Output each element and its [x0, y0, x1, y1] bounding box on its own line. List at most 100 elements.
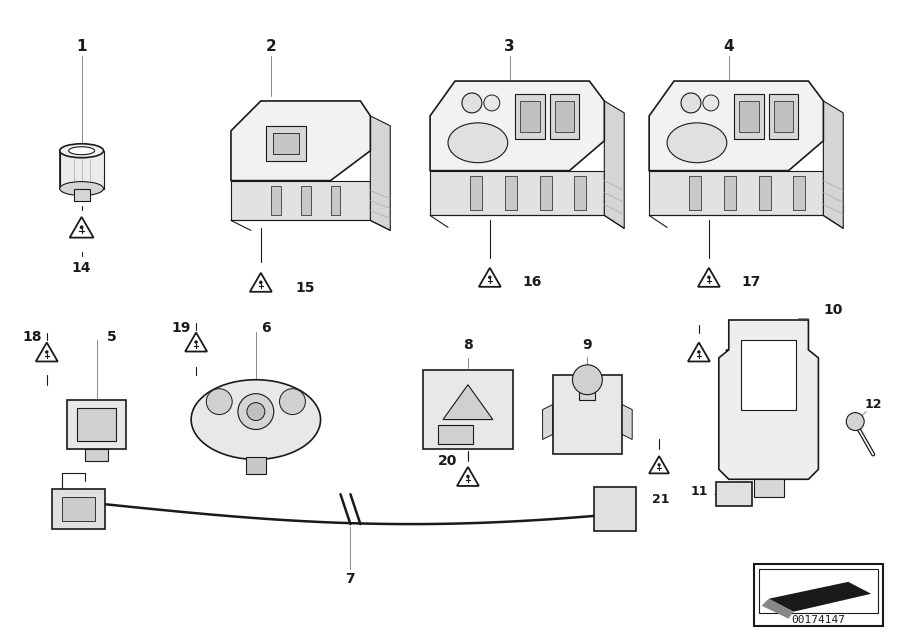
Polygon shape — [769, 94, 798, 139]
Polygon shape — [430, 170, 604, 216]
Polygon shape — [794, 176, 806, 211]
Polygon shape — [580, 380, 596, 399]
Text: 11: 11 — [690, 485, 707, 498]
Circle shape — [488, 275, 491, 279]
Ellipse shape — [448, 123, 508, 163]
Polygon shape — [59, 151, 64, 193]
Circle shape — [206, 389, 232, 415]
Polygon shape — [51, 489, 104, 529]
Polygon shape — [59, 151, 104, 188]
Polygon shape — [67, 399, 126, 450]
Text: 5: 5 — [106, 330, 116, 344]
Text: 1: 1 — [76, 39, 87, 53]
Polygon shape — [515, 94, 544, 139]
Ellipse shape — [68, 147, 94, 155]
Polygon shape — [250, 273, 272, 292]
Circle shape — [80, 225, 84, 229]
Polygon shape — [505, 176, 517, 211]
Polygon shape — [622, 404, 632, 439]
Polygon shape — [430, 81, 604, 170]
Text: 21: 21 — [652, 493, 670, 506]
Polygon shape — [470, 176, 482, 211]
Text: 12: 12 — [864, 398, 882, 411]
Text: 18: 18 — [22, 330, 41, 344]
Bar — [753, 564, 883, 626]
Polygon shape — [443, 385, 493, 420]
Polygon shape — [574, 176, 587, 211]
Text: 9: 9 — [582, 338, 592, 352]
Polygon shape — [36, 343, 58, 361]
Polygon shape — [759, 176, 770, 211]
Polygon shape — [741, 340, 796, 410]
Text: 19: 19 — [172, 321, 191, 335]
Text: 10: 10 — [824, 303, 843, 317]
Ellipse shape — [191, 380, 320, 459]
Polygon shape — [76, 408, 116, 441]
Polygon shape — [649, 81, 824, 170]
Polygon shape — [457, 467, 479, 486]
Polygon shape — [688, 343, 710, 361]
Circle shape — [194, 340, 198, 344]
Text: 15: 15 — [296, 281, 315, 295]
Polygon shape — [74, 188, 90, 200]
Circle shape — [658, 463, 661, 466]
Polygon shape — [689, 176, 701, 211]
Polygon shape — [774, 101, 794, 132]
Bar — [759, 569, 878, 612]
Polygon shape — [246, 457, 266, 474]
Circle shape — [259, 280, 263, 284]
Polygon shape — [734, 94, 763, 139]
Ellipse shape — [59, 144, 104, 158]
Polygon shape — [231, 101, 370, 181]
Polygon shape — [62, 497, 94, 521]
Polygon shape — [69, 217, 94, 238]
Polygon shape — [719, 320, 818, 480]
Circle shape — [707, 275, 711, 279]
Polygon shape — [479, 268, 500, 287]
Polygon shape — [554, 101, 574, 132]
Text: 13: 13 — [724, 348, 743, 362]
Polygon shape — [761, 598, 794, 619]
Polygon shape — [271, 186, 281, 216]
Circle shape — [846, 413, 864, 431]
Polygon shape — [753, 480, 784, 497]
Polygon shape — [273, 133, 299, 154]
Text: 6: 6 — [261, 321, 271, 335]
Circle shape — [572, 365, 602, 395]
Ellipse shape — [667, 123, 727, 163]
Circle shape — [45, 350, 49, 354]
Polygon shape — [185, 333, 207, 352]
Circle shape — [280, 389, 305, 415]
Ellipse shape — [59, 182, 104, 195]
Text: 20: 20 — [438, 454, 458, 468]
Polygon shape — [100, 151, 104, 193]
Polygon shape — [724, 176, 735, 211]
Text: 00174147: 00174147 — [791, 614, 845, 625]
Polygon shape — [769, 582, 871, 612]
Polygon shape — [550, 94, 580, 139]
Text: 14: 14 — [72, 261, 92, 275]
Polygon shape — [301, 186, 310, 216]
Text: 2: 2 — [266, 39, 276, 53]
Circle shape — [681, 93, 701, 113]
Polygon shape — [739, 101, 759, 132]
Circle shape — [462, 93, 482, 113]
Polygon shape — [543, 404, 553, 439]
Polygon shape — [698, 268, 720, 287]
Text: 8: 8 — [463, 338, 473, 352]
Polygon shape — [716, 482, 751, 506]
Polygon shape — [370, 116, 391, 230]
Polygon shape — [330, 186, 340, 216]
Polygon shape — [231, 181, 370, 221]
Polygon shape — [604, 101, 625, 228]
Circle shape — [466, 474, 470, 478]
Circle shape — [703, 95, 719, 111]
Polygon shape — [649, 456, 669, 473]
Circle shape — [484, 95, 500, 111]
Text: 7: 7 — [346, 572, 356, 586]
Text: 16: 16 — [523, 275, 542, 289]
Polygon shape — [423, 370, 513, 450]
Polygon shape — [824, 101, 843, 228]
Polygon shape — [540, 176, 552, 211]
Circle shape — [238, 394, 274, 429]
